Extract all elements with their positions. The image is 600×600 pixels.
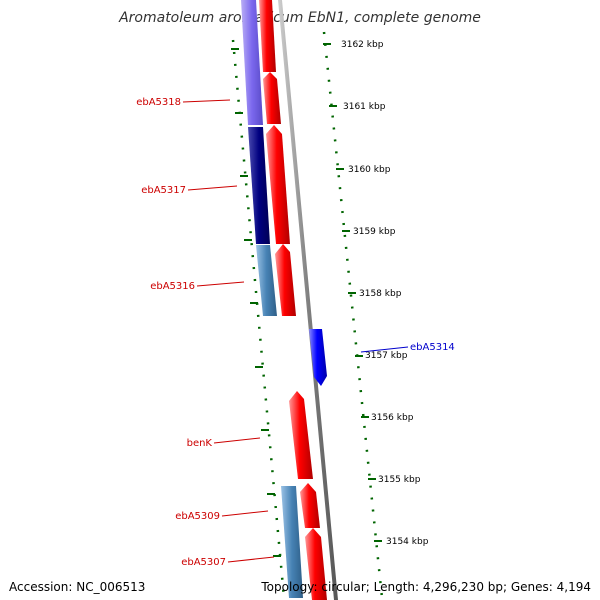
forward-genes — [259, 0, 327, 600]
gene-arrow-ebA5309 — [300, 483, 320, 528]
outer-tick-ring — [231, 39, 286, 599]
gene-arrow-ebA5317 — [266, 125, 290, 244]
gene-arrow-ebA5318-a — [259, 0, 276, 72]
gene-label-ebA5316: ebA5316 — [150, 281, 195, 292]
scale-label-3156: 3156 kbp — [371, 413, 414, 423]
leader-line-ebA5314 — [360, 346, 409, 353]
inner-tick-ring — [322, 31, 384, 599]
gene-label-benK: benK — [187, 438, 213, 449]
gene-label-ebA5307: ebA5307 — [181, 557, 226, 568]
genome-summary-text: Topology: circular; Length: 4,296,230 bp… — [261, 580, 591, 594]
map-title: Aromatoleum aromaticum EbN1, complete ge… — [119, 10, 481, 26]
gene-label-ebA5314: ebA5314 — [410, 342, 455, 353]
leader-line-ebA5317 — [187, 185, 238, 191]
scale-label-3161: 3161 kbp — [343, 102, 386, 112]
scale-label-3159: 3159 kbp — [353, 227, 396, 237]
leader-line-ebA5309 — [221, 510, 269, 517]
cds-block-ebA5318 — [241, 0, 263, 125]
gene-arrow-ebA5314 — [309, 329, 327, 386]
accession-text: Accession: NC_006513 — [9, 580, 146, 594]
scale-label-3158: 3158 kbp — [359, 289, 402, 299]
leader-line-ebA5307 — [227, 556, 275, 563]
leader-line-ebA5316 — [196, 281, 245, 287]
genome-backbone — [278, 0, 338, 600]
cds-block-ebA5317 — [248, 127, 270, 244]
gene-arrow-ebA5316 — [275, 244, 296, 316]
scale-label-3154: 3154 kbp — [386, 537, 429, 547]
gene-label-ebA5318: ebA5318 — [136, 97, 181, 108]
scale-label-3160: 3160 kbp — [348, 165, 391, 175]
scale-label-3157: 3157 kbp — [365, 351, 408, 361]
leader-line-benK — [213, 437, 261, 444]
leader-line-ebA5318 — [182, 99, 231, 103]
cds-block-ebA5309 — [281, 486, 303, 598]
gene-label-ebA5309: ebA5309 — [175, 511, 220, 522]
gene-label-ebA5317: ebA5317 — [141, 185, 186, 196]
scale-label-3162: 3162 kbp — [341, 40, 384, 50]
scale-label-3155: 3155 kbp — [378, 475, 421, 485]
cds-lane-left — [241, 0, 303, 598]
gene-arrow-ebA5307 — [305, 528, 327, 600]
gene-arrow-ebA5318-b — [263, 72, 281, 124]
gene-arrow-benK — [289, 391, 313, 479]
cds-block-ebA5316 — [256, 245, 277, 316]
